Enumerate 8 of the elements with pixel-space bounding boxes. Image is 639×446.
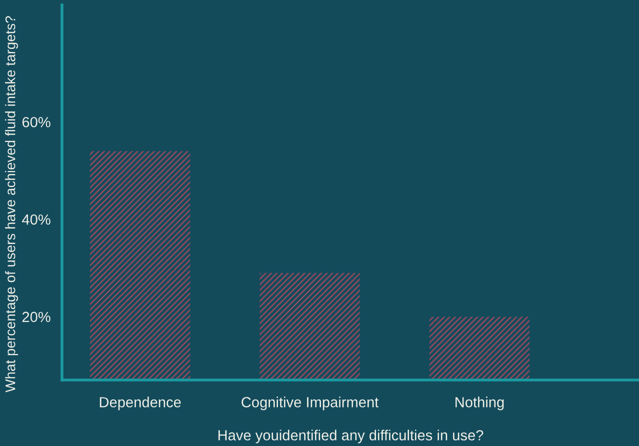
y-tick-label: 60% xyxy=(22,116,50,128)
x-tick-label: Nothing xyxy=(456,396,504,410)
y-axis-title: What percentage of users have achieved fluid intake targets? xyxy=(5,16,18,392)
x-tick-label: Cognitive Impairment xyxy=(242,396,379,410)
x-axis-title: Have youidentified any difficulties in use? xyxy=(218,430,484,444)
y-tick-label: 20% xyxy=(22,312,50,322)
x-tick-label: Dependence xyxy=(100,396,181,410)
y-tick-label: 40% xyxy=(22,214,50,225)
